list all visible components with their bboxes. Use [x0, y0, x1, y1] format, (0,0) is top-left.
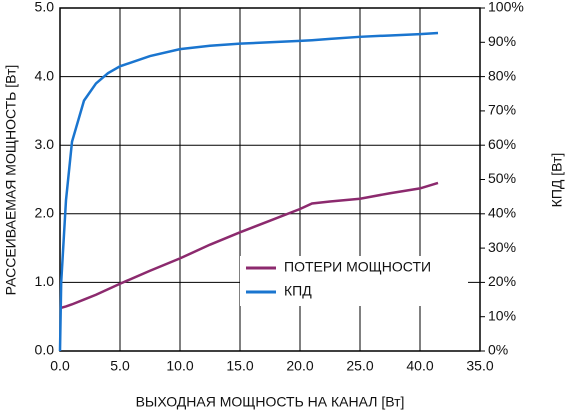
y-axis-title: РАССЕИВАЕМАЯ МОЩНОСТЬ [Вт]: [3, 65, 19, 296]
y-tick-label: 0.0: [35, 342, 55, 358]
y2-tick-label: 20%: [488, 273, 516, 289]
y-tick-label: 5.0: [35, 0, 55, 15]
x-tick-label: 15.0: [226, 358, 253, 374]
x-tick-label: 40.0: [406, 358, 433, 374]
x-tick-label: 20.0: [286, 358, 313, 374]
y2-tick-label: 100%: [488, 0, 524, 15]
x-axis-title: ВЫХОДНАЯ МОЩНОСТЬ НА КАНАЛ [Вт]: [136, 394, 405, 410]
y-tick-label: 1.0: [35, 273, 55, 289]
y-tick-label: 2.0: [35, 205, 55, 221]
y2-axis-title: КПД [Вт]: [549, 153, 565, 208]
legend-box: [240, 256, 468, 306]
y-tick-label: 4.0: [35, 67, 55, 83]
y2-tick-label: 60%: [488, 136, 516, 152]
series-line: [59, 181, 439, 310]
y2-tick-label: 90%: [488, 33, 516, 49]
series-line: [58, 31, 439, 352]
y2-tick-label: 70%: [488, 102, 516, 118]
y2-tick-label: 0%: [488, 342, 508, 358]
x-tick-label: 0.0: [50, 358, 70, 374]
plot-frame: [59, 7, 481, 352]
y2-tick-label: 40%: [488, 205, 516, 221]
y2-tick-label: 30%: [488, 239, 516, 255]
y-tick-label: 3.0: [35, 136, 55, 152]
legend-label: ПОТЕРИ МОЩНОСТИ: [284, 259, 431, 275]
x-tick-label: 25.0: [346, 358, 373, 374]
x-tick-label: 5.0: [110, 358, 130, 374]
y2-tick-label: 50%: [488, 170, 516, 186]
x-tick-label: 35.0: [466, 358, 493, 374]
legend-label: КПД: [284, 283, 312, 299]
x-tick-label: 10.0: [166, 358, 193, 374]
y2-tick-label: 10%: [488, 307, 516, 323]
y2-tick-label: 80%: [488, 67, 516, 83]
